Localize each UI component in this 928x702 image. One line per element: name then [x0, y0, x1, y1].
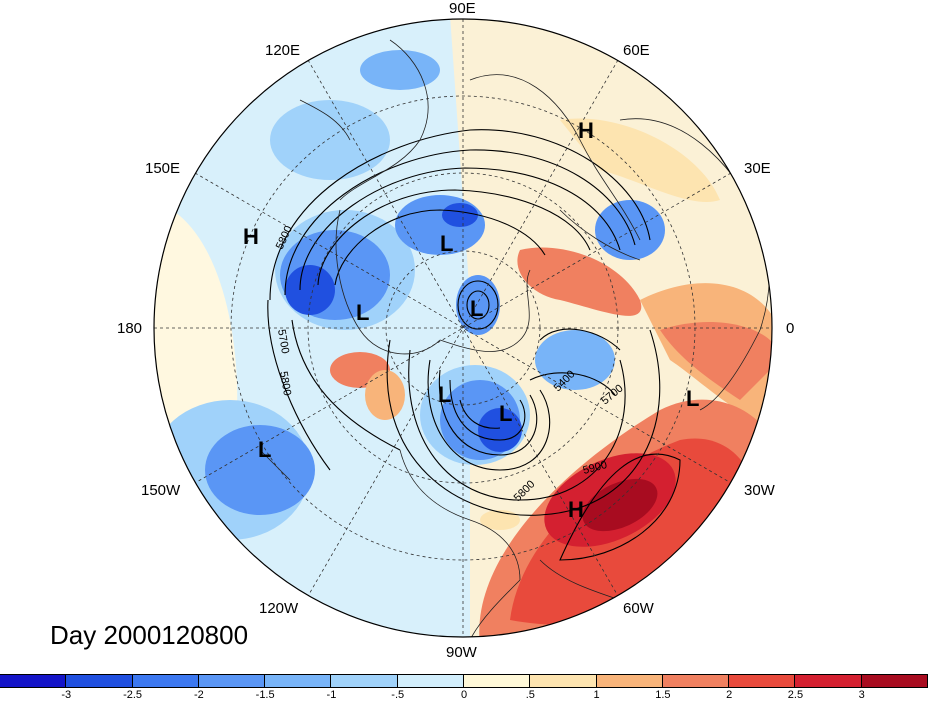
colorbar-swatch: [860, 674, 928, 688]
colorbar-swatch: [197, 674, 266, 688]
high-center-label: H: [243, 224, 259, 249]
pressure-centers: L L L L L L L H H H: [243, 118, 699, 522]
longitude-label: 0: [786, 320, 795, 337]
colorbar-swatch: [330, 674, 398, 688]
colorbar-tick-label: -.5: [391, 689, 405, 701]
colorbar-tick-label: 2: [726, 689, 733, 701]
low-center-label: L: [686, 386, 699, 411]
longitude-label: 60W: [623, 600, 654, 617]
colorbar-swatch: [0, 674, 67, 688]
colorbar-tick-label: 2.5: [787, 689, 804, 701]
colorbar-swatch: [794, 674, 862, 688]
longitude-label: 30E: [744, 160, 771, 177]
colorbar-tick-label: -1: [326, 689, 337, 701]
colorbar-swatch: [529, 674, 597, 688]
longitude-label: 90E: [449, 0, 476, 17]
colorbar-swatch: [396, 674, 464, 688]
low-center-label: L: [258, 437, 271, 462]
anomaly-field: [154, 19, 772, 637]
colorbar-tick-label: 1.5: [655, 689, 671, 701]
contour-label: 5800: [277, 370, 293, 396]
colorbar-tick-label: -1.5: [255, 689, 275, 701]
colorbar-tick-label: -3: [61, 689, 72, 701]
colorbar-tick-label: 1: [593, 689, 600, 701]
height-contours: [267, 129, 681, 561]
colorbar-tick-label: -2.5: [123, 689, 143, 701]
colorbar-swatch: [65, 674, 133, 688]
low-center-label: L: [499, 401, 512, 426]
colorbar-tick-label: 3: [858, 689, 865, 701]
longitude-label: 150E: [145, 160, 181, 177]
colorbar-swatch: [462, 674, 531, 688]
date-label: Day 2000120800: [50, 620, 249, 650]
colorbar-swatch: [728, 674, 796, 688]
colorbar-tick-label: 0: [460, 689, 468, 701]
longitude-label: 60E: [623, 42, 650, 59]
low-center-label: L: [440, 231, 453, 256]
colorbar: [0, 674, 928, 690]
high-center-label: H: [578, 118, 594, 143]
low-center-label: L: [438, 382, 451, 407]
coastlines: [259, 39, 770, 637]
graticule: [154, 19, 772, 637]
longitude-label: 120W: [259, 600, 299, 617]
map-boundary: [153, 18, 773, 638]
longitude-label: 30W: [744, 482, 775, 499]
low-center-label: L: [470, 296, 483, 321]
colorbar-swatch: [661, 674, 730, 688]
colorbar-swatch: [595, 674, 663, 688]
colorbar-tick-label: -2: [193, 689, 204, 701]
longitude-label: 90W: [446, 644, 477, 661]
colorbar-tick-label: .5: [525, 689, 535, 701]
high-center-label: H: [568, 497, 584, 522]
longitude-label: 180: [117, 320, 143, 337]
colorbar-swatch: [131, 674, 199, 688]
contour-label: 5700: [275, 328, 291, 354]
longitude-label: 120E: [265, 42, 301, 59]
low-center-label: L: [356, 300, 369, 325]
colorbar-swatch: [264, 674, 332, 688]
longitude-label: 150W: [141, 482, 181, 499]
